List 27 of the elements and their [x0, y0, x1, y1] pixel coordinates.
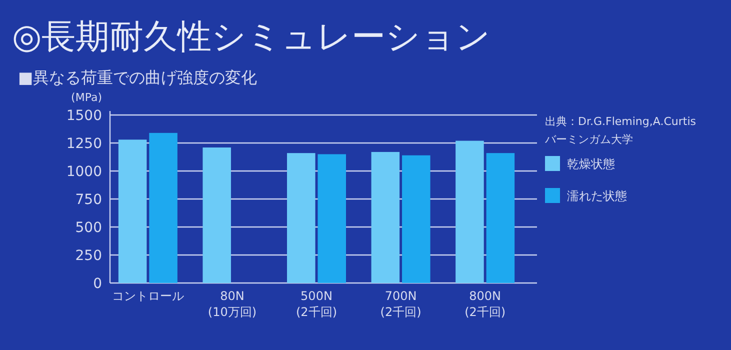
bar [149, 132, 178, 283]
x-tick-label: 500N (2千回) [296, 289, 337, 319]
y-axis-title: (MPa) [71, 91, 102, 104]
y-tick-label: 1500 [66, 108, 102, 124]
legend-label: 乾燥状態 [567, 157, 615, 171]
y-tick-label: 0 [93, 276, 102, 292]
y-tick-label: 750 [75, 192, 102, 208]
bar [287, 153, 316, 283]
y-tick-label: 1250 [66, 136, 102, 152]
x-tick-label: 80N (10万回) [208, 289, 257, 319]
y-tick-label: 1000 [66, 164, 102, 180]
bar [456, 140, 484, 283]
bar [486, 153, 515, 283]
bar [202, 147, 231, 283]
x-tick-label: 800N (2千回) [464, 289, 506, 319]
y-tick-label: 250 [75, 248, 102, 264]
bar [118, 140, 147, 283]
bar [402, 155, 430, 283]
legend-label: 濡れた状態 [567, 189, 627, 203]
bar [318, 154, 346, 283]
y-tick-label: 500 [75, 220, 102, 236]
x-tick-label: 700N (2千回) [380, 289, 422, 319]
source-note: 出典：Dr.G.Fleming,A.Curtis バーミンガム大学 [544, 115, 696, 146]
bar [371, 152, 400, 283]
chart-subtitle: ■異なる荷重での曲げ強度の変化 [18, 68, 258, 87]
x-tick-label: コントロール [112, 289, 184, 303]
chart-title: ◎長期耐久性シミュレーション [12, 17, 491, 57]
